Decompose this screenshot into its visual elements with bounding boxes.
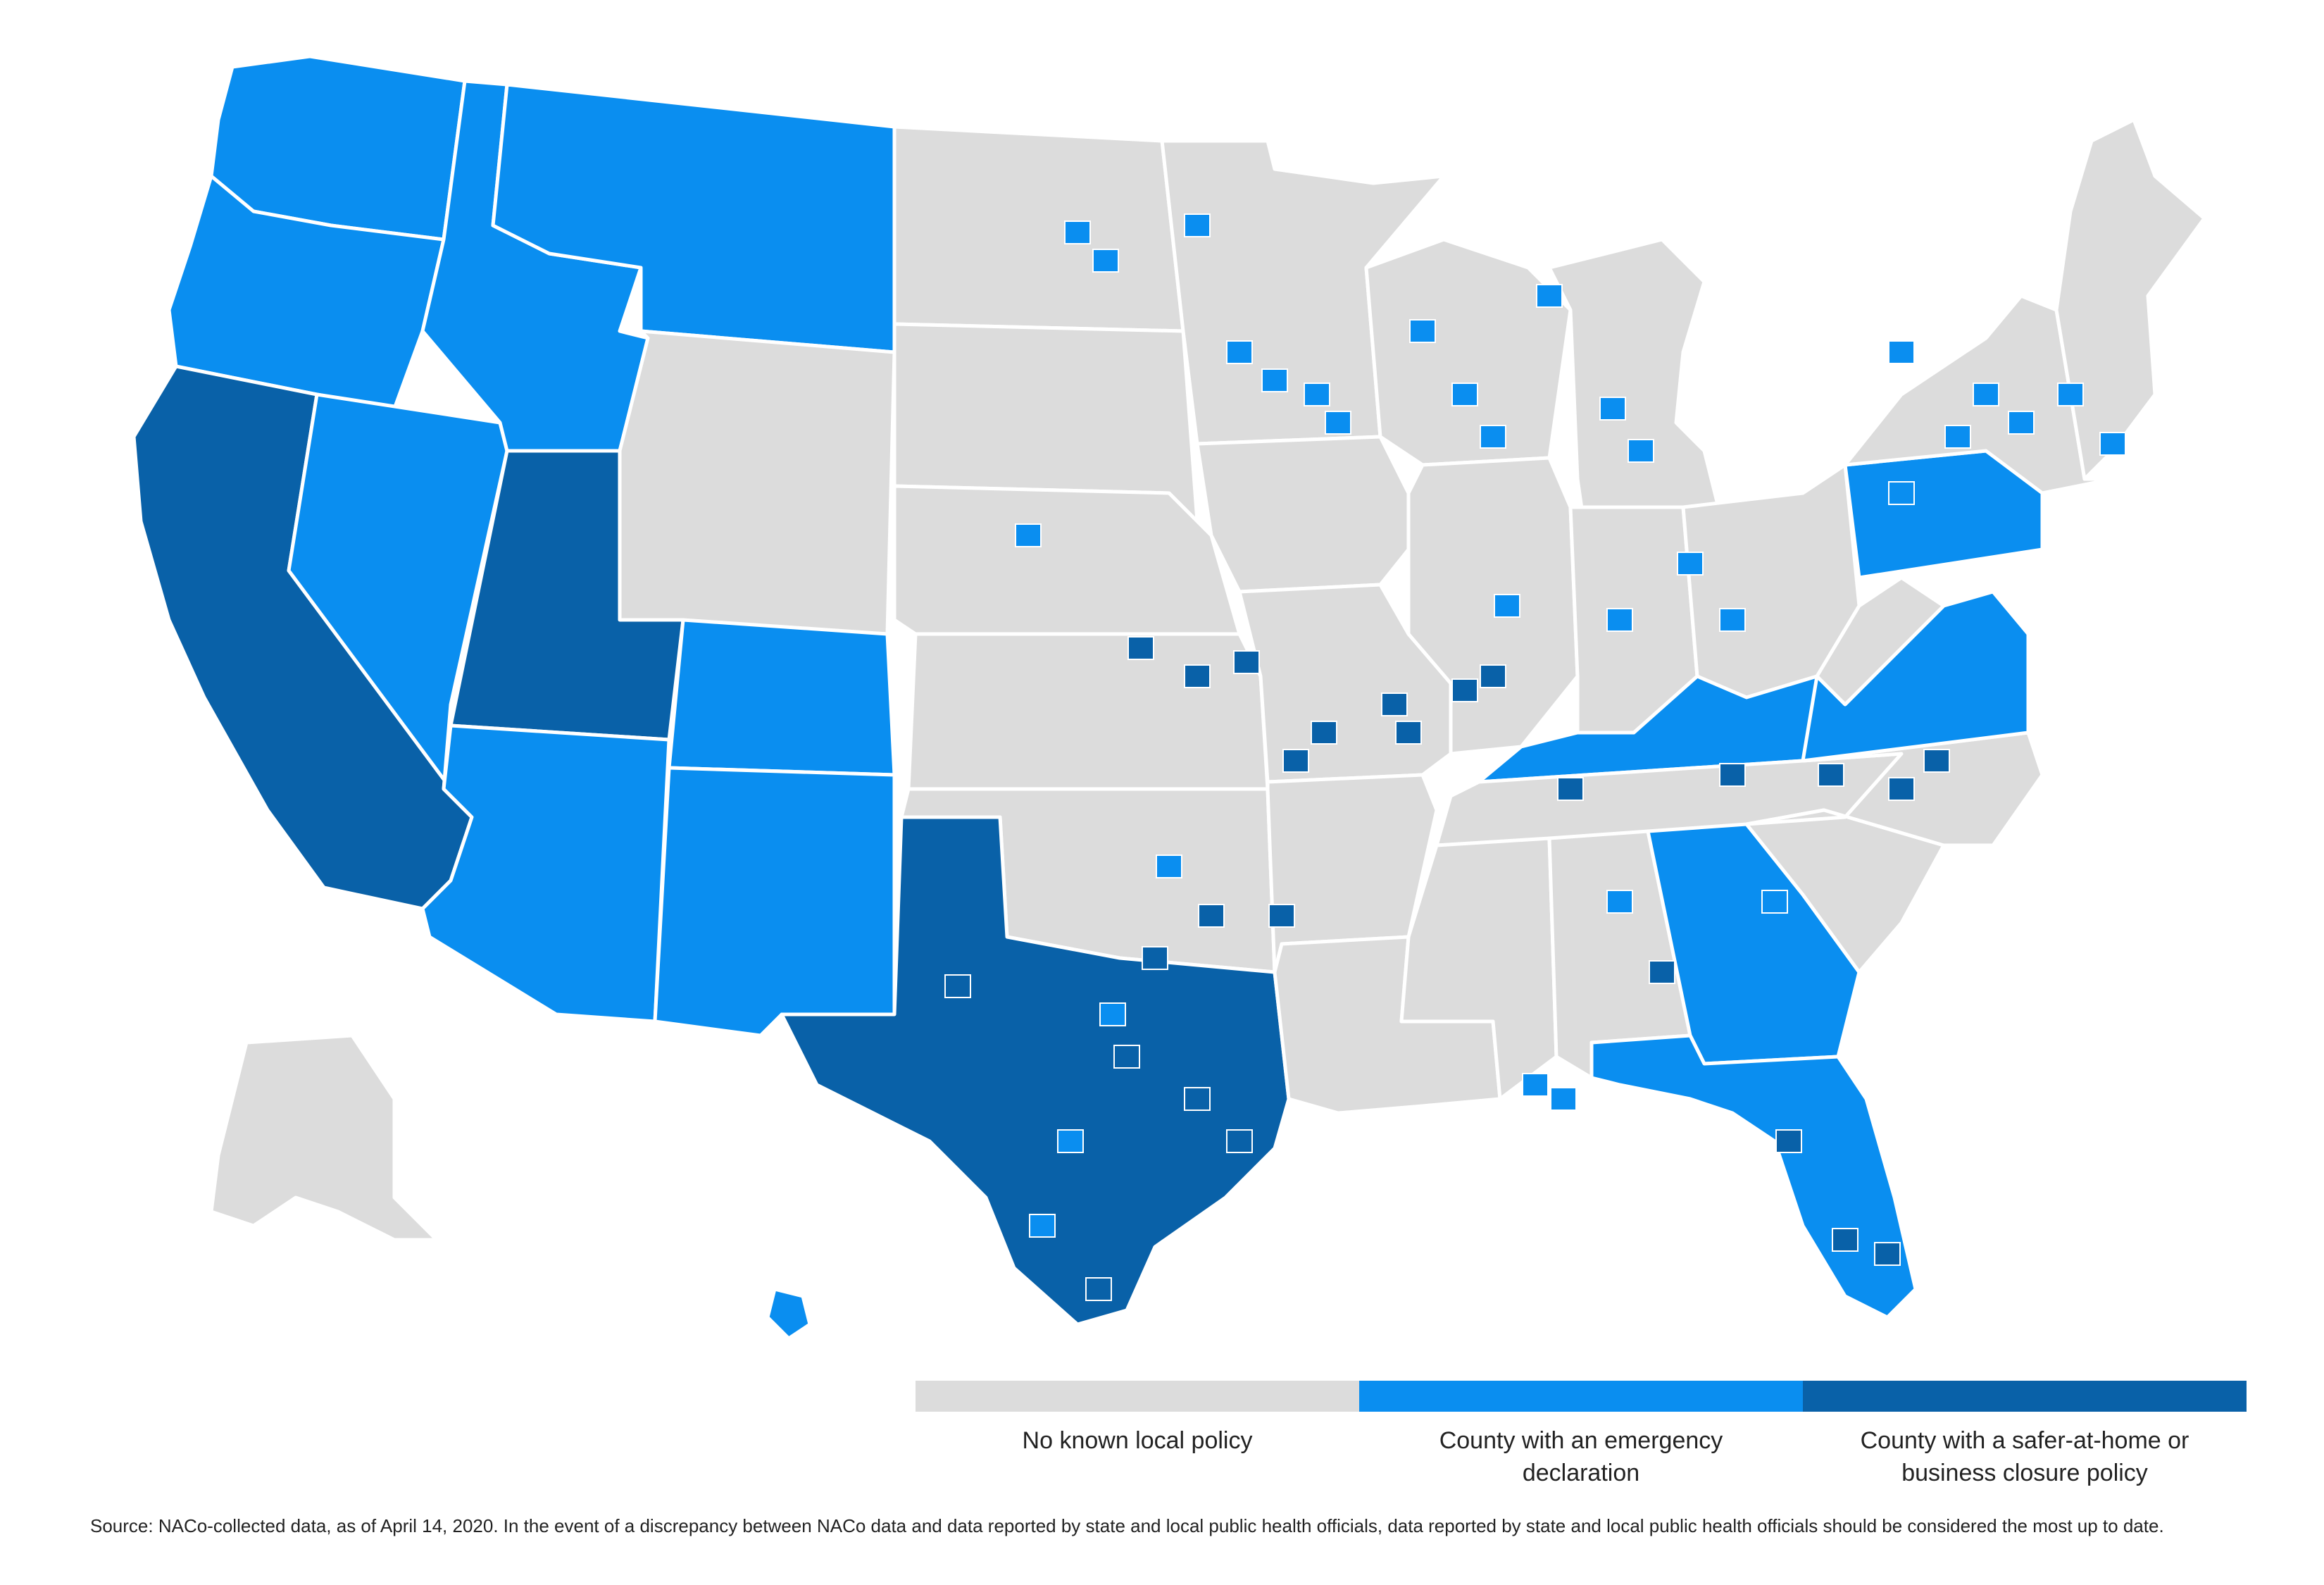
- county-marker: [1015, 523, 1042, 547]
- county-marker: [1719, 763, 1746, 787]
- county-markers-layer: [944, 213, 2126, 1301]
- county-marker: [1557, 777, 1584, 801]
- county-marker: [1606, 890, 1633, 914]
- county-marker: [2057, 383, 2084, 406]
- county-marker: [1233, 650, 1260, 674]
- county-marker: [1888, 340, 1915, 364]
- legend-swatch-none: [916, 1381, 1359, 1412]
- state-wyoming: [618, 329, 897, 636]
- county-marker: [1649, 960, 1675, 984]
- source-note: Source: NACo-collected data, as of April…: [90, 1515, 2164, 1536]
- county-marker: [2008, 411, 2035, 435]
- state-hawaii: [766, 1287, 812, 1341]
- legend-swatch-emergency: [1359, 1381, 1803, 1412]
- county-marker: [1029, 1214, 1056, 1238]
- state-florida: [1589, 1033, 1918, 1319]
- county-marker: [1606, 608, 1633, 632]
- us-county-map: [132, 54, 2206, 1341]
- county-marker: [1818, 763, 1844, 787]
- state-iowa: [1195, 435, 1411, 594]
- legend-label-safer: County with a safer-at-home or business …: [1860, 1427, 2189, 1486]
- county-marker: [1395, 721, 1422, 745]
- legend: No known local policy County with an eme…: [916, 1381, 2247, 1489]
- county-marker: [1304, 383, 1330, 406]
- county-marker: [1325, 411, 1351, 435]
- county-marker: [1719, 608, 1746, 632]
- county-marker: [1923, 749, 1950, 773]
- county-marker: [1480, 664, 1506, 688]
- state-wisconsin: [1364, 237, 1573, 467]
- legend-label-none: No known local policy: [1022, 1427, 1253, 1454]
- county-marker: [1127, 636, 1154, 660]
- county-marker: [1761, 890, 1788, 914]
- county-marker: [1944, 425, 1971, 449]
- county-marker: [1282, 749, 1309, 773]
- county-marker: [1599, 397, 1626, 421]
- county-marker: [1184, 1087, 1211, 1111]
- state-alaska: [209, 1033, 439, 1242]
- legend-labels: No known local policy County with an eme…: [916, 1424, 2247, 1489]
- county-marker: [1973, 383, 1999, 406]
- state-north-dakota: [892, 125, 1185, 333]
- county-marker: [1832, 1228, 1858, 1252]
- county-marker: [1522, 1073, 1549, 1097]
- county-marker: [1268, 904, 1295, 928]
- county-marker: [1261, 368, 1288, 392]
- county-marker: [1381, 692, 1408, 716]
- county-marker: [1536, 284, 1563, 308]
- county-marker: [1092, 249, 1119, 273]
- county-marker: [1874, 1242, 1901, 1266]
- county-marker: [944, 974, 971, 998]
- county-marker: [1156, 854, 1182, 878]
- county-marker: [1451, 678, 1478, 702]
- county-marker: [1113, 1045, 1140, 1069]
- county-marker: [1198, 904, 1225, 928]
- county-marker: [1480, 425, 1506, 449]
- state-arizona: [420, 723, 671, 1024]
- county-marker: [1226, 340, 1253, 364]
- legend-color-bar: [916, 1381, 2247, 1412]
- county-marker: [1628, 439, 1654, 463]
- county-marker: [1775, 1129, 1802, 1153]
- county-marker: [1888, 481, 1915, 505]
- county-marker: [1550, 1087, 1577, 1111]
- county-marker: [1451, 383, 1478, 406]
- county-marker: [1099, 1002, 1126, 1026]
- state-michigan: [1547, 237, 1720, 530]
- county-marker: [1057, 1129, 1084, 1153]
- county-marker: [1184, 664, 1211, 688]
- county-marker: [1184, 213, 1211, 237]
- legend-label-emergency: County with an emergency declaration: [1439, 1427, 1723, 1486]
- county-marker: [1226, 1129, 1253, 1153]
- map-svg: [132, 54, 2206, 1341]
- states-layer: [132, 54, 2206, 1341]
- county-marker: [1064, 220, 1091, 244]
- county-marker: [1494, 594, 1520, 618]
- county-marker: [1311, 721, 1337, 745]
- state-new-mexico: [653, 766, 897, 1038]
- state-new-england: [2054, 118, 2206, 481]
- legend-swatch-safer: [1803, 1381, 2247, 1412]
- county-marker: [1142, 946, 1168, 970]
- county-marker: [1888, 777, 1915, 801]
- county-marker: [1677, 552, 1704, 576]
- state-texas: [780, 815, 1291, 1326]
- county-marker: [2099, 432, 2126, 456]
- state-west-virginia: [1815, 576, 1946, 707]
- county-marker: [1409, 319, 1436, 343]
- county-marker: [1085, 1277, 1112, 1301]
- state-kansas: [906, 632, 1270, 791]
- state-colorado: [667, 618, 897, 777]
